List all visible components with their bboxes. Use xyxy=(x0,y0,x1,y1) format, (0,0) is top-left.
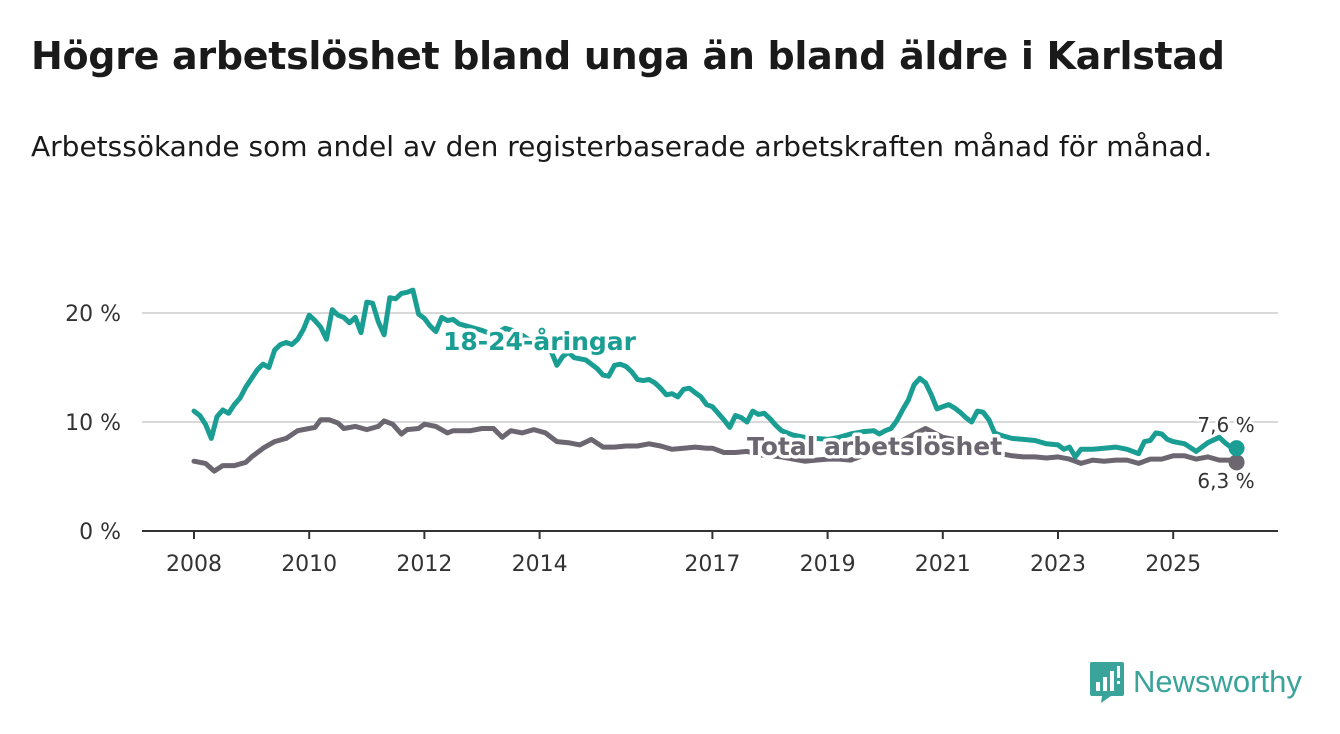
series-labels: 18-24-åringar Total arbetslöshet 7,6 % 6… xyxy=(440,324,1258,496)
x-tick-label: 2010 xyxy=(281,552,337,577)
x-tick-label: 2025 xyxy=(1145,552,1201,577)
series-lines xyxy=(191,287,1245,474)
series-label-18-24: 18-24-åringar xyxy=(443,327,637,356)
series-line-total xyxy=(191,417,1240,474)
end-value-18-24: 7,6 % xyxy=(1197,413,1254,437)
y-tick-label: 20 % xyxy=(65,302,121,327)
series-label-total: Total arbetslöshet xyxy=(747,432,1002,461)
chart-title: Högre arbetslöshet bland unga än bland ä… xyxy=(31,34,1225,78)
newsworthy-logo: Newsworthy xyxy=(1089,660,1302,704)
end-value-total: 6,3 % xyxy=(1197,469,1254,493)
x-tick-label: 2017 xyxy=(684,552,740,577)
bar-chart-icon xyxy=(1090,662,1124,703)
series-line-18-24 xyxy=(191,287,1240,460)
y-tick-label: 0 % xyxy=(79,520,121,545)
x-tick-label: 2014 xyxy=(512,552,568,577)
x-tick-label: 2012 xyxy=(396,552,452,577)
brand-name: Newsworthy xyxy=(1133,664,1302,699)
y-tick-label: 10 % xyxy=(65,411,121,436)
x-tick-label: 2023 xyxy=(1030,552,1086,577)
x-axis: 2008 2010 2012 2014 2017 2019 2021 2023 2025 xyxy=(142,530,1278,577)
chart-subtitle: Arbetssökande som andel av den registerb… xyxy=(31,130,1213,163)
x-tick-label: 2019 xyxy=(800,552,856,577)
x-tick-label: 2021 xyxy=(915,552,971,577)
x-tick-label: 2008 xyxy=(166,552,222,577)
gridlines: 0 % 10 % 20 % xyxy=(65,302,1278,545)
end-dot-total xyxy=(1228,454,1245,471)
end-dot-18-24 xyxy=(1228,440,1245,457)
